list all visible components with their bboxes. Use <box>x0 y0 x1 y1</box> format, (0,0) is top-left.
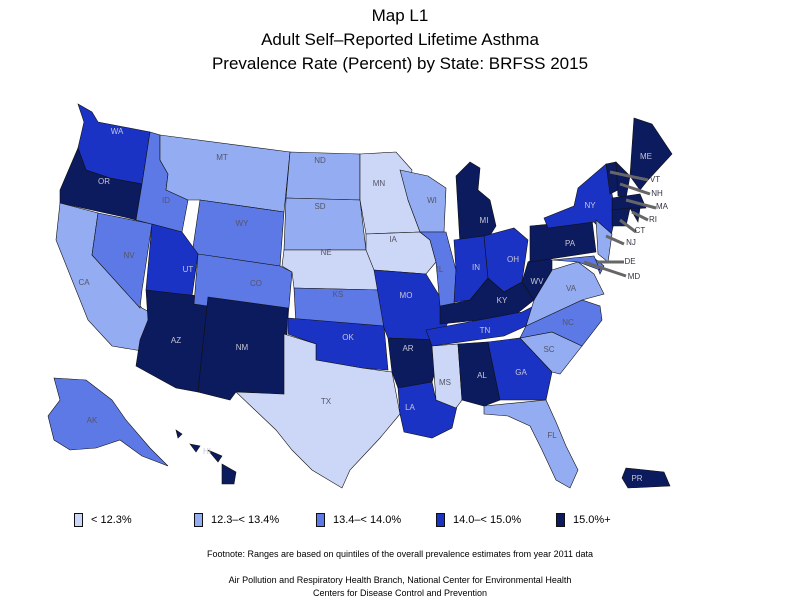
state-ga <box>487 337 553 401</box>
state-label-wy: WY <box>236 219 250 228</box>
state-va <box>525 261 605 327</box>
state-label-ct: CT <box>635 226 646 235</box>
state-label-wi: WI <box>427 196 437 205</box>
leader-line <box>619 218 637 234</box>
legend-label: 14.0–< 15.0% <box>453 514 522 526</box>
state-ct <box>611 207 631 227</box>
state-label-ca: CA <box>78 278 90 287</box>
state-nh <box>615 161 631 199</box>
state-label-de: DE <box>624 257 635 266</box>
legend-item-q3: 13.4–< 14.0% <box>316 512 401 528</box>
state-label-ak: AK <box>87 416 98 425</box>
state-label-ia: IA <box>389 235 397 244</box>
state-al <box>457 341 501 407</box>
leader-line <box>631 210 649 222</box>
state-md <box>551 255 601 271</box>
state-label-mn: MN <box>373 179 386 188</box>
state-label-hi: HI <box>203 447 211 456</box>
state-label-va: VA <box>566 284 577 293</box>
state-label-nh: NH <box>651 189 663 198</box>
state-tx <box>235 333 401 489</box>
state-mi <box>455 161 497 245</box>
state-label-ny: NY <box>584 201 596 210</box>
state-ms <box>431 343 463 409</box>
state-label-ky: KY <box>497 296 508 305</box>
map-title-line-2: Adult Self–Reported Lifetime Asthma <box>261 30 539 49</box>
state-label-mt: MT <box>216 153 228 162</box>
legend-swatch <box>436 513 445 527</box>
state-label-nd: ND <box>314 156 326 165</box>
state-ak <box>47 377 169 467</box>
state-label-il: IL <box>437 265 444 274</box>
state-label-ma: MA <box>656 202 669 211</box>
leader-line <box>625 198 657 210</box>
legend-item-q1: < 12.3% <box>74 512 132 528</box>
legend-item-q2: 12.3–< 13.4% <box>194 512 279 528</box>
state-label-ut: UT <box>183 265 194 274</box>
legend-item-q4: 14.0–< 15.0% <box>436 512 521 528</box>
state-fl <box>483 399 579 489</box>
legend-swatch <box>316 513 325 527</box>
footnote: Footnote: Ranges are based on quintiles … <box>206 549 594 559</box>
state-label-nm: NM <box>236 343 249 352</box>
state-label-fl: FL <box>547 431 557 440</box>
state-la <box>397 381 459 439</box>
state-ut <box>145 223 199 297</box>
state-label-nj: NJ <box>626 238 636 247</box>
state-label-ar: AR <box>402 344 413 353</box>
state-label-in: IN <box>472 263 480 272</box>
state-label-tx: TX <box>321 397 332 406</box>
leader-line <box>609 170 649 182</box>
state-pr <box>621 467 671 489</box>
leader-line <box>583 260 627 278</box>
legend-label: 13.4–< 14.0% <box>333 514 402 526</box>
state-label-al: AL <box>477 371 487 380</box>
legend-swatch <box>74 513 83 527</box>
state-label-pr: PR <box>631 474 642 483</box>
state-label-oh: OH <box>507 255 519 264</box>
legend-label: < 12.3% <box>91 514 132 526</box>
state-nv <box>91 212 153 309</box>
legend-swatch <box>194 513 203 527</box>
state-label-nc: NC <box>562 318 574 327</box>
credit-branch: Air Pollution and Respiratory Health Bra… <box>228 575 572 585</box>
state-label-wv: WV <box>531 277 545 286</box>
legend-swatch <box>556 513 565 527</box>
state-label-la: LA <box>405 403 415 412</box>
legend-label: 15.0%+ <box>573 514 611 526</box>
state-label-mo: MO <box>400 291 413 300</box>
state-label-vt: VT <box>650 175 660 184</box>
state-label-md: MD <box>628 272 641 281</box>
state-label-ok: OK <box>342 333 354 342</box>
map-title-line-3: Prevalence Rate (Percent) by State: BRFS… <box>211 54 589 73</box>
state-label-az: AZ <box>171 336 181 345</box>
state-label-sc: SC <box>543 345 554 354</box>
legend-item-q5: 15.0%+ <box>556 512 611 528</box>
state-label-ga: GA <box>515 368 527 377</box>
map-title: Map L1 <box>371 6 429 25</box>
state-nc <box>519 299 603 347</box>
legend-label: 12.3–< 13.4% <box>211 514 280 526</box>
state-label-me: ME <box>640 152 652 161</box>
state-label-nv: NV <box>123 251 135 260</box>
state-label-co: CO <box>250 279 262 288</box>
state-label-sd: SD <box>314 202 325 211</box>
state-label-ne: NE <box>320 248 331 257</box>
state-label-pa: PA <box>565 239 576 248</box>
credit-agency: Centers for Disease Control and Preventi… <box>312 588 488 598</box>
state-label-id: ID <box>162 196 170 205</box>
state-label-mi: MI <box>480 216 489 225</box>
state-label-or: OR <box>98 177 110 186</box>
state-label-ms: MS <box>439 378 451 387</box>
state-label-wa: WA <box>111 127 124 136</box>
state-label-ks: KS <box>333 290 344 299</box>
leader-line <box>605 234 625 246</box>
state-label-ri: RI <box>649 215 657 224</box>
state-label-tn: TN <box>480 326 491 335</box>
leader-line <box>619 182 651 196</box>
state-hi <box>175 429 237 485</box>
state-ia <box>365 231 437 275</box>
